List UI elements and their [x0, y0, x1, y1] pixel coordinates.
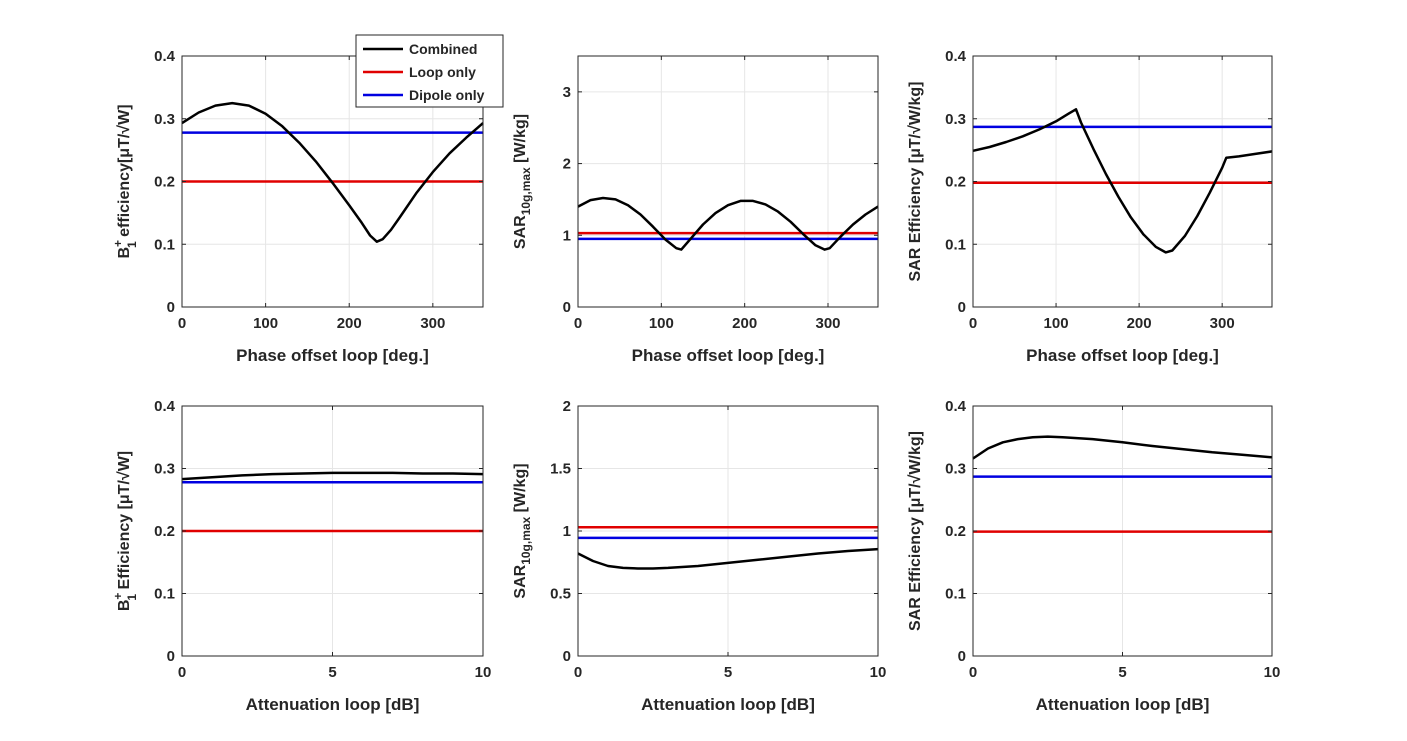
- x-axis-label: Attenuation loop [dB]: [246, 695, 420, 714]
- y-tick-label: 1.5: [550, 461, 571, 478]
- y-tick-label: 0.1: [154, 586, 175, 603]
- y-tick-label: 0.1: [945, 236, 966, 253]
- y-tick-label: 0.2: [945, 523, 966, 540]
- series-combined-line: [577, 196, 879, 251]
- axes-box: [577, 55, 879, 308]
- series-combined-line: [972, 108, 1273, 254]
- y-tick-label: 0: [563, 648, 571, 665]
- legend-label-loop: Loop only: [409, 64, 476, 80]
- y-tick-label: 1: [563, 227, 571, 244]
- series-combined-line: [972, 435, 1273, 460]
- x-tick-label: 200: [1127, 315, 1152, 332]
- y-tick-label: 0.4: [154, 48, 176, 65]
- x-tick-label: 300: [815, 315, 840, 332]
- y-tick-label: 0.4: [945, 48, 967, 65]
- y-tick-label: 0: [958, 299, 966, 316]
- panel-sar_phase: 0 100 200 300 0 1 2 3 Phase offset loop [deg.] SA…: [512, 55, 879, 365]
- plot-area: [578, 56, 878, 307]
- x-tick-label: 100: [1044, 315, 1069, 332]
- x-tick-label: 0: [574, 315, 582, 332]
- y-tick-label: 0.3: [945, 461, 966, 478]
- y-tick-label: 0.3: [945, 111, 966, 128]
- x-tick-label: 0: [178, 664, 186, 681]
- x-tick-label: 300: [420, 315, 445, 332]
- y-tick-label: 0.3: [154, 461, 175, 478]
- series-combined-line: [577, 547, 879, 570]
- x-tick-label: 10: [870, 664, 887, 681]
- legend-label-dipole: Dipole only: [409, 87, 485, 103]
- y-axis-label: SAR10g,max [W/kg]: [512, 463, 533, 598]
- legend-label-combined: Combined: [409, 41, 477, 57]
- legend: Combined Loop only Dipole only: [355, 34, 504, 108]
- y-axis-label: B+1 efficiency[μT/√W]: [111, 104, 139, 258]
- x-tick-label: 0: [969, 664, 977, 681]
- x-tick-label: 5: [1118, 664, 1126, 681]
- x-tick-label: 5: [724, 664, 732, 681]
- y-tick-label: 0.4: [945, 398, 967, 415]
- y-tick-label: 0: [167, 299, 175, 316]
- x-tick-label: 10: [475, 664, 492, 681]
- x-tick-label: 5: [328, 664, 336, 681]
- y-tick-label: 0.4: [154, 398, 176, 415]
- y-axis-label: SAR Efficiency [μT/√W/kg]: [907, 82, 924, 282]
- y-tick-label: 0.3: [154, 111, 175, 128]
- series-combined-line: [181, 101, 484, 243]
- y-tick-label: 0.2: [154, 174, 175, 191]
- y-tick-label: 0: [167, 648, 175, 665]
- x-tick-label: 300: [1210, 315, 1235, 332]
- y-tick-label: 2: [563, 398, 571, 415]
- y-axis-label: B+1 Efficiency [μT/√W]: [111, 451, 139, 611]
- y-axis-label: SAR10g,max [W/kg]: [512, 114, 533, 249]
- x-tick-label: 0: [178, 315, 186, 332]
- y-tick-label: 0.2: [154, 523, 175, 540]
- x-axis-label: Phase offset loop [deg.]: [236, 346, 429, 365]
- y-tick-label: 0.2: [945, 174, 966, 191]
- y-tick-label: 3: [563, 84, 571, 101]
- panel-b1_atten: 0 5 10 0 0.1 0.2 0.3 0.4 Attenuation loop [dB] B+…: [111, 398, 491, 714]
- x-axis-label: Phase offset loop [deg.]: [1026, 346, 1219, 365]
- x-tick-label: 0: [969, 315, 977, 332]
- panel-sar_atten: 0 5 10 0 0.5 1 1.5 2 Attenuation loop [dB] SAR10g…: [512, 398, 886, 714]
- y-tick-label: 0.1: [154, 236, 175, 253]
- x-axis-label: Attenuation loop [dB]: [1036, 695, 1210, 714]
- y-tick-label: 0.1: [945, 586, 966, 603]
- x-axis-label: Attenuation loop [dB]: [641, 695, 815, 714]
- x-tick-label: 10: [1264, 664, 1281, 681]
- y-tick-label: 0.5: [550, 586, 571, 603]
- panel-sareff_atten: 0 5 10 0 0.1 0.2 0.3 0.4 Attenuation loop [dB] SA…: [907, 398, 1280, 714]
- y-tick-label: 2: [563, 156, 571, 173]
- y-tick-label: 1: [563, 523, 571, 540]
- x-axis-label: Phase offset loop [deg.]: [632, 346, 825, 365]
- y-axis-label: SAR Efficiency [μT/√W/kg]: [907, 431, 924, 631]
- x-tick-label: 200: [732, 315, 757, 332]
- x-tick-label: 0: [574, 664, 582, 681]
- y-tick-label: 0: [563, 299, 571, 316]
- y-tick-label: 0: [958, 648, 966, 665]
- panel-sareff_phase: 0 100 200 300 0 0.1 0.2 0.3 0.4 Phase offset loop…: [907, 48, 1273, 365]
- x-tick-label: 200: [337, 315, 362, 332]
- x-tick-label: 100: [253, 315, 278, 332]
- x-tick-label: 100: [649, 315, 674, 332]
- series-combined-line: [181, 471, 484, 481]
